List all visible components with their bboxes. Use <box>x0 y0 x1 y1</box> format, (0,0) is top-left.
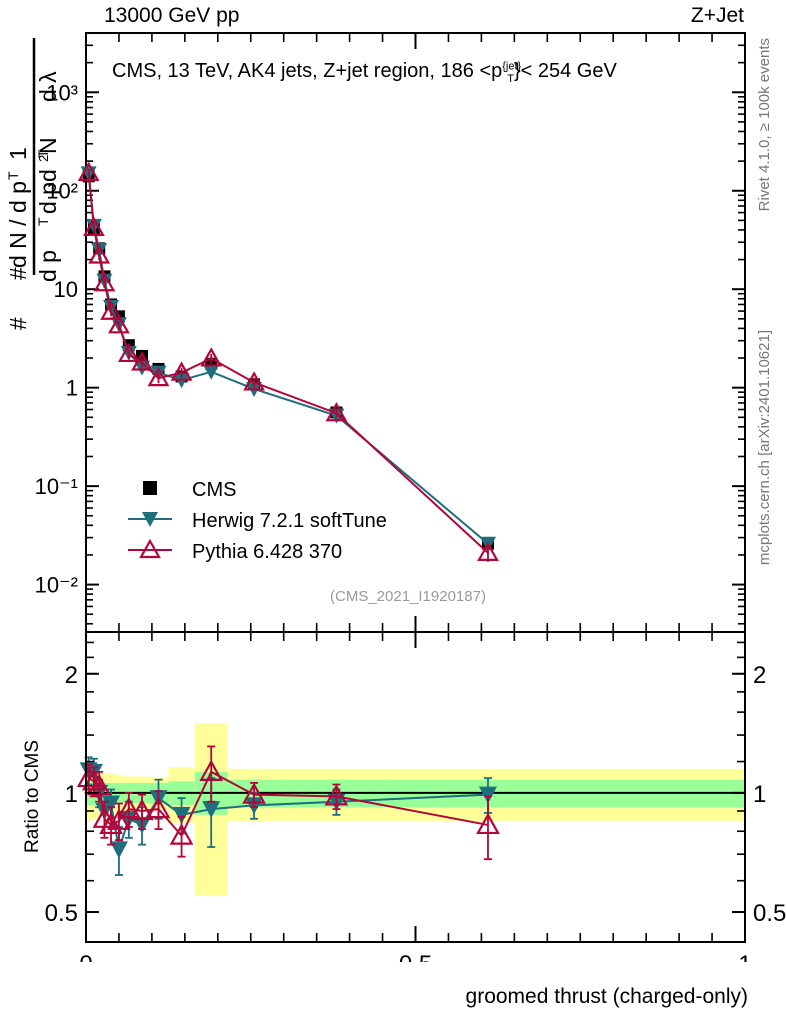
main-marker-pythia <box>477 541 499 561</box>
ratio-marker-pythia <box>130 798 154 821</box>
xtick-label: 1 <box>738 951 751 962</box>
plot-title: CMS, 13 TeV, AK4 jets, Z+jet region, 186… <box>112 60 617 85</box>
main-ytick-label: 1 <box>66 376 78 401</box>
ylabel-dpt-sub: T <box>35 217 51 226</box>
main-marker-pythia <box>200 347 223 367</box>
ylabel-dpt2-sub: T <box>35 149 51 158</box>
ratio-ytick-label-right: 1 <box>753 781 766 808</box>
ratio-ytick-label-left: 1 <box>65 781 78 808</box>
ylabel-den-hash: # <box>5 267 31 280</box>
ylabel-d2n-sup: 2 <box>36 155 51 162</box>
ratio-marker-pythia <box>116 796 141 819</box>
main-marker-herwig <box>150 365 167 381</box>
ylabel-dlambda: d λ <box>35 71 61 102</box>
legend-label: Herwig 7.2.1 softTune <box>192 510 387 532</box>
plot-title-text: CMS, 13 TeV, AK4 jets, Z+jet region, 186… <box>112 60 503 82</box>
ratio-ytick-label-left: 2 <box>65 662 78 689</box>
main-ytick-label: 10⁻² <box>35 573 78 598</box>
ratio-marker-herwig <box>102 795 121 813</box>
analysis-watermark: (CMS_2021_I1920187) <box>330 588 486 605</box>
main-plot-panel: 10³ 10² 10 1 10⁻¹ 10⁻² CMS Herwig 7.2.1 softTun… <box>35 32 746 633</box>
ylabel-dpt2: d p <box>35 182 61 214</box>
main-marker-pythia <box>100 300 122 320</box>
main-marker-pythia <box>83 216 105 236</box>
ratio-marker-pythia <box>87 773 112 796</box>
main-marker-pythia <box>147 366 170 387</box>
ratio-marker-pythia <box>324 784 349 806</box>
main-marker-pythia <box>88 244 111 264</box>
main-marker-pythia <box>117 342 140 363</box>
ratio-marker-pythia <box>242 782 266 804</box>
ratio-ylabel: Ratio to CMS <box>22 740 43 853</box>
ratio-marker-herwig <box>478 786 497 804</box>
ylabel-d2n: d <box>35 169 61 182</box>
ratio-marker-pythia <box>169 823 194 845</box>
main-plot-frame <box>85 32 746 633</box>
plot-title-sub: T <box>507 73 514 85</box>
ratio-marker-pythia <box>99 812 123 835</box>
xtick-label: 0.5 <box>399 951 432 962</box>
xtick-label: 0 <box>79 951 92 962</box>
main-marker-pythia <box>325 401 348 422</box>
main-ytick-label: 10 <box>54 277 78 302</box>
ylabel-dpt: d p <box>35 250 61 282</box>
main-marker-pythia <box>243 371 265 391</box>
main-ylabel: # d N / d p T 1 d 2 N d p T d p T d λ # <box>4 30 64 330</box>
header-bar: 13000 GeV pp Z+Jet <box>0 0 786 30</box>
main-marker-herwig <box>203 364 220 380</box>
ylabel-den-sub: T <box>5 171 21 180</box>
legend-label: Pythia 6.428 370 <box>192 541 342 563</box>
main-ytick-label: 10² <box>46 179 78 204</box>
ylabel-num-hash: # <box>5 317 31 330</box>
ratio-marker-pythia <box>199 759 224 781</box>
ylabel-den-dn: d N / d p <box>5 181 31 268</box>
ratio-ytick-label-right: 0.5 <box>753 900 786 927</box>
process-label: Z+Jet <box>690 4 744 27</box>
main-marker-pythia <box>108 314 130 334</box>
xaxis-label: groomed thrust (charged-only) <box>465 985 748 1008</box>
ratio-ytick-label-left: 0.5 <box>45 900 78 927</box>
plot-title-sup: {jet} <box>502 60 522 73</box>
main-ytick-label: 10⁻¹ <box>35 474 78 499</box>
plot-title-tail: }< 254 GeV <box>513 60 617 82</box>
beam-label: 13000 GeV pp <box>104 4 240 27</box>
main-marker-herwig <box>134 360 151 376</box>
ratio-marker-herwig <box>172 806 191 824</box>
legend-marker-cms <box>143 481 157 495</box>
ratio-marker-pythia <box>476 812 500 835</box>
main-marker-pythia <box>131 351 153 371</box>
ylabel-one: 1 <box>5 147 31 160</box>
ratio-marker-herwig <box>202 801 221 819</box>
ratio-marker-herwig <box>109 841 128 859</box>
ratio-ytick-label-right: 2 <box>753 662 766 689</box>
main-marker-pythia <box>170 361 193 381</box>
ylabel-d2n-n: N <box>35 137 61 154</box>
legend-marker-herwig <box>142 512 158 527</box>
ratio-marker-pythia <box>146 796 171 819</box>
main-marker-pythia <box>77 161 100 181</box>
legend-label: CMS <box>192 479 236 501</box>
ratio-plot-panel: 2 2 1 1 0.5 0.5 0 0.5 1 <box>0 632 786 962</box>
main-marker-pythia <box>93 271 116 292</box>
main-ytick-label: 10³ <box>46 80 78 105</box>
legend-marker-pythia <box>139 538 161 559</box>
ratio-marker-pythia <box>107 808 131 830</box>
